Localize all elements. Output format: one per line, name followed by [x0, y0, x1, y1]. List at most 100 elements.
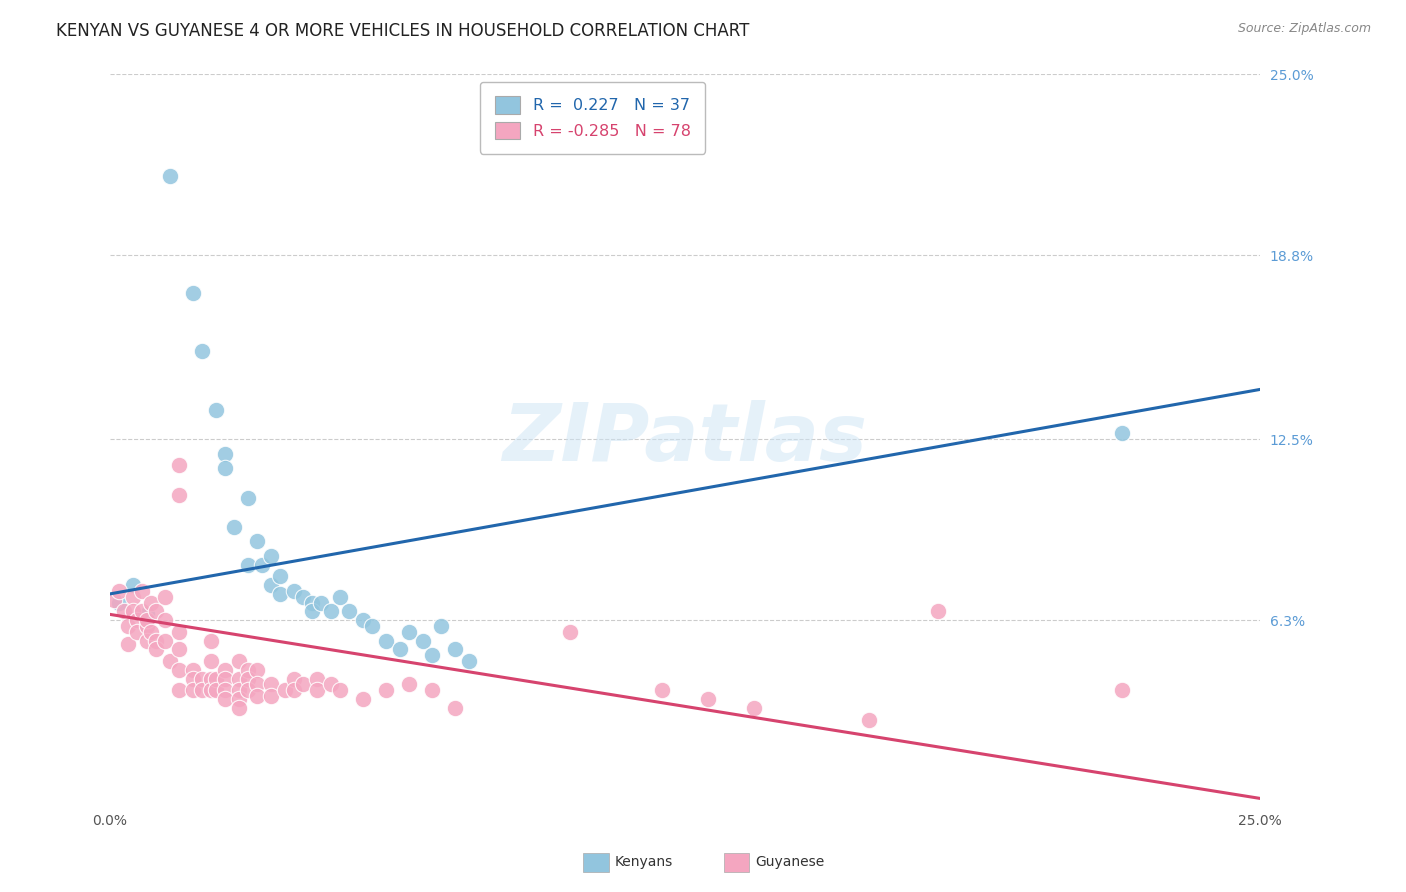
Point: [260, 549, 283, 563]
Point: [135, 613, 157, 627]
Point: [329, 590, 352, 604]
Point: [457, 654, 479, 668]
Point: [420, 683, 443, 698]
Point: [260, 677, 283, 691]
Point: [181, 672, 204, 686]
Point: [412, 633, 434, 648]
Point: [283, 672, 305, 686]
Point: [200, 654, 222, 668]
Point: [228, 654, 250, 668]
Text: Guyanese: Guyanese: [755, 855, 824, 869]
Point: [398, 624, 420, 639]
Point: [153, 590, 176, 604]
Point: [273, 683, 295, 698]
Point: [121, 604, 143, 618]
Point: [228, 672, 250, 686]
Point: [319, 604, 342, 618]
Point: [153, 613, 176, 627]
Point: [214, 683, 236, 698]
Point: [200, 683, 222, 698]
Point: [301, 596, 323, 610]
Point: [260, 578, 283, 592]
Point: [283, 584, 305, 599]
Point: [181, 286, 204, 301]
Point: [167, 458, 190, 473]
Point: [319, 677, 342, 691]
Legend: R =  0.227   N = 37, R = -0.285   N = 78: R = 0.227 N = 37, R = -0.285 N = 78: [481, 82, 706, 153]
Point: [388, 642, 411, 657]
Point: [214, 447, 236, 461]
Point: [398, 677, 420, 691]
Point: [200, 633, 222, 648]
Point: [236, 491, 259, 505]
Point: [260, 689, 283, 703]
Point: [135, 633, 157, 648]
Point: [246, 677, 269, 691]
Point: [292, 677, 315, 691]
Point: [246, 534, 269, 549]
Point: [131, 584, 153, 599]
Point: [204, 403, 226, 417]
Point: [420, 648, 443, 663]
Point: [167, 487, 190, 501]
Point: [269, 587, 291, 601]
Point: [159, 654, 181, 668]
Point: [558, 624, 581, 639]
Point: [443, 701, 465, 715]
Point: [246, 663, 269, 677]
Point: [337, 604, 360, 618]
Point: [1111, 683, 1133, 698]
Point: [181, 683, 204, 698]
Point: [311, 596, 333, 610]
Point: [167, 683, 190, 698]
Point: [228, 701, 250, 715]
Point: [927, 604, 949, 618]
Point: [236, 672, 259, 686]
Point: [214, 461, 236, 475]
Point: [191, 683, 214, 698]
Point: [236, 558, 259, 572]
Point: [246, 689, 269, 703]
Text: Kenyans: Kenyans: [614, 855, 672, 869]
Point: [301, 604, 323, 618]
Point: [131, 604, 153, 618]
Point: [214, 692, 236, 706]
Point: [141, 596, 163, 610]
Point: [329, 683, 352, 698]
Point: [117, 636, 139, 650]
Point: [108, 596, 131, 610]
Point: [361, 619, 384, 633]
Point: [181, 663, 204, 677]
Point: [305, 672, 328, 686]
Point: [153, 633, 176, 648]
Point: [167, 624, 190, 639]
Point: [1111, 426, 1133, 441]
Point: [103, 592, 125, 607]
Point: [236, 663, 259, 677]
Point: [651, 683, 673, 698]
Point: [141, 624, 163, 639]
Point: [352, 613, 374, 627]
Point: [121, 590, 143, 604]
Point: [430, 619, 453, 633]
Text: ZIPatlas: ZIPatlas: [502, 401, 868, 478]
Point: [696, 692, 718, 706]
Point: [204, 683, 226, 698]
Point: [135, 607, 157, 622]
Point: [167, 663, 190, 677]
Point: [858, 713, 880, 727]
Point: [269, 569, 291, 583]
Point: [108, 584, 131, 599]
Point: [159, 169, 181, 184]
Point: [228, 692, 250, 706]
Point: [200, 672, 222, 686]
Text: Source: ZipAtlas.com: Source: ZipAtlas.com: [1237, 22, 1371, 36]
Point: [204, 672, 226, 686]
Point: [145, 604, 167, 618]
Point: [121, 578, 143, 592]
Text: KENYAN VS GUYANESE 4 OR MORE VEHICLES IN HOUSEHOLD CORRELATION CHART: KENYAN VS GUYANESE 4 OR MORE VEHICLES IN…: [56, 22, 749, 40]
Point: [135, 619, 157, 633]
Point: [127, 613, 149, 627]
Point: [352, 692, 374, 706]
Point: [167, 642, 190, 657]
